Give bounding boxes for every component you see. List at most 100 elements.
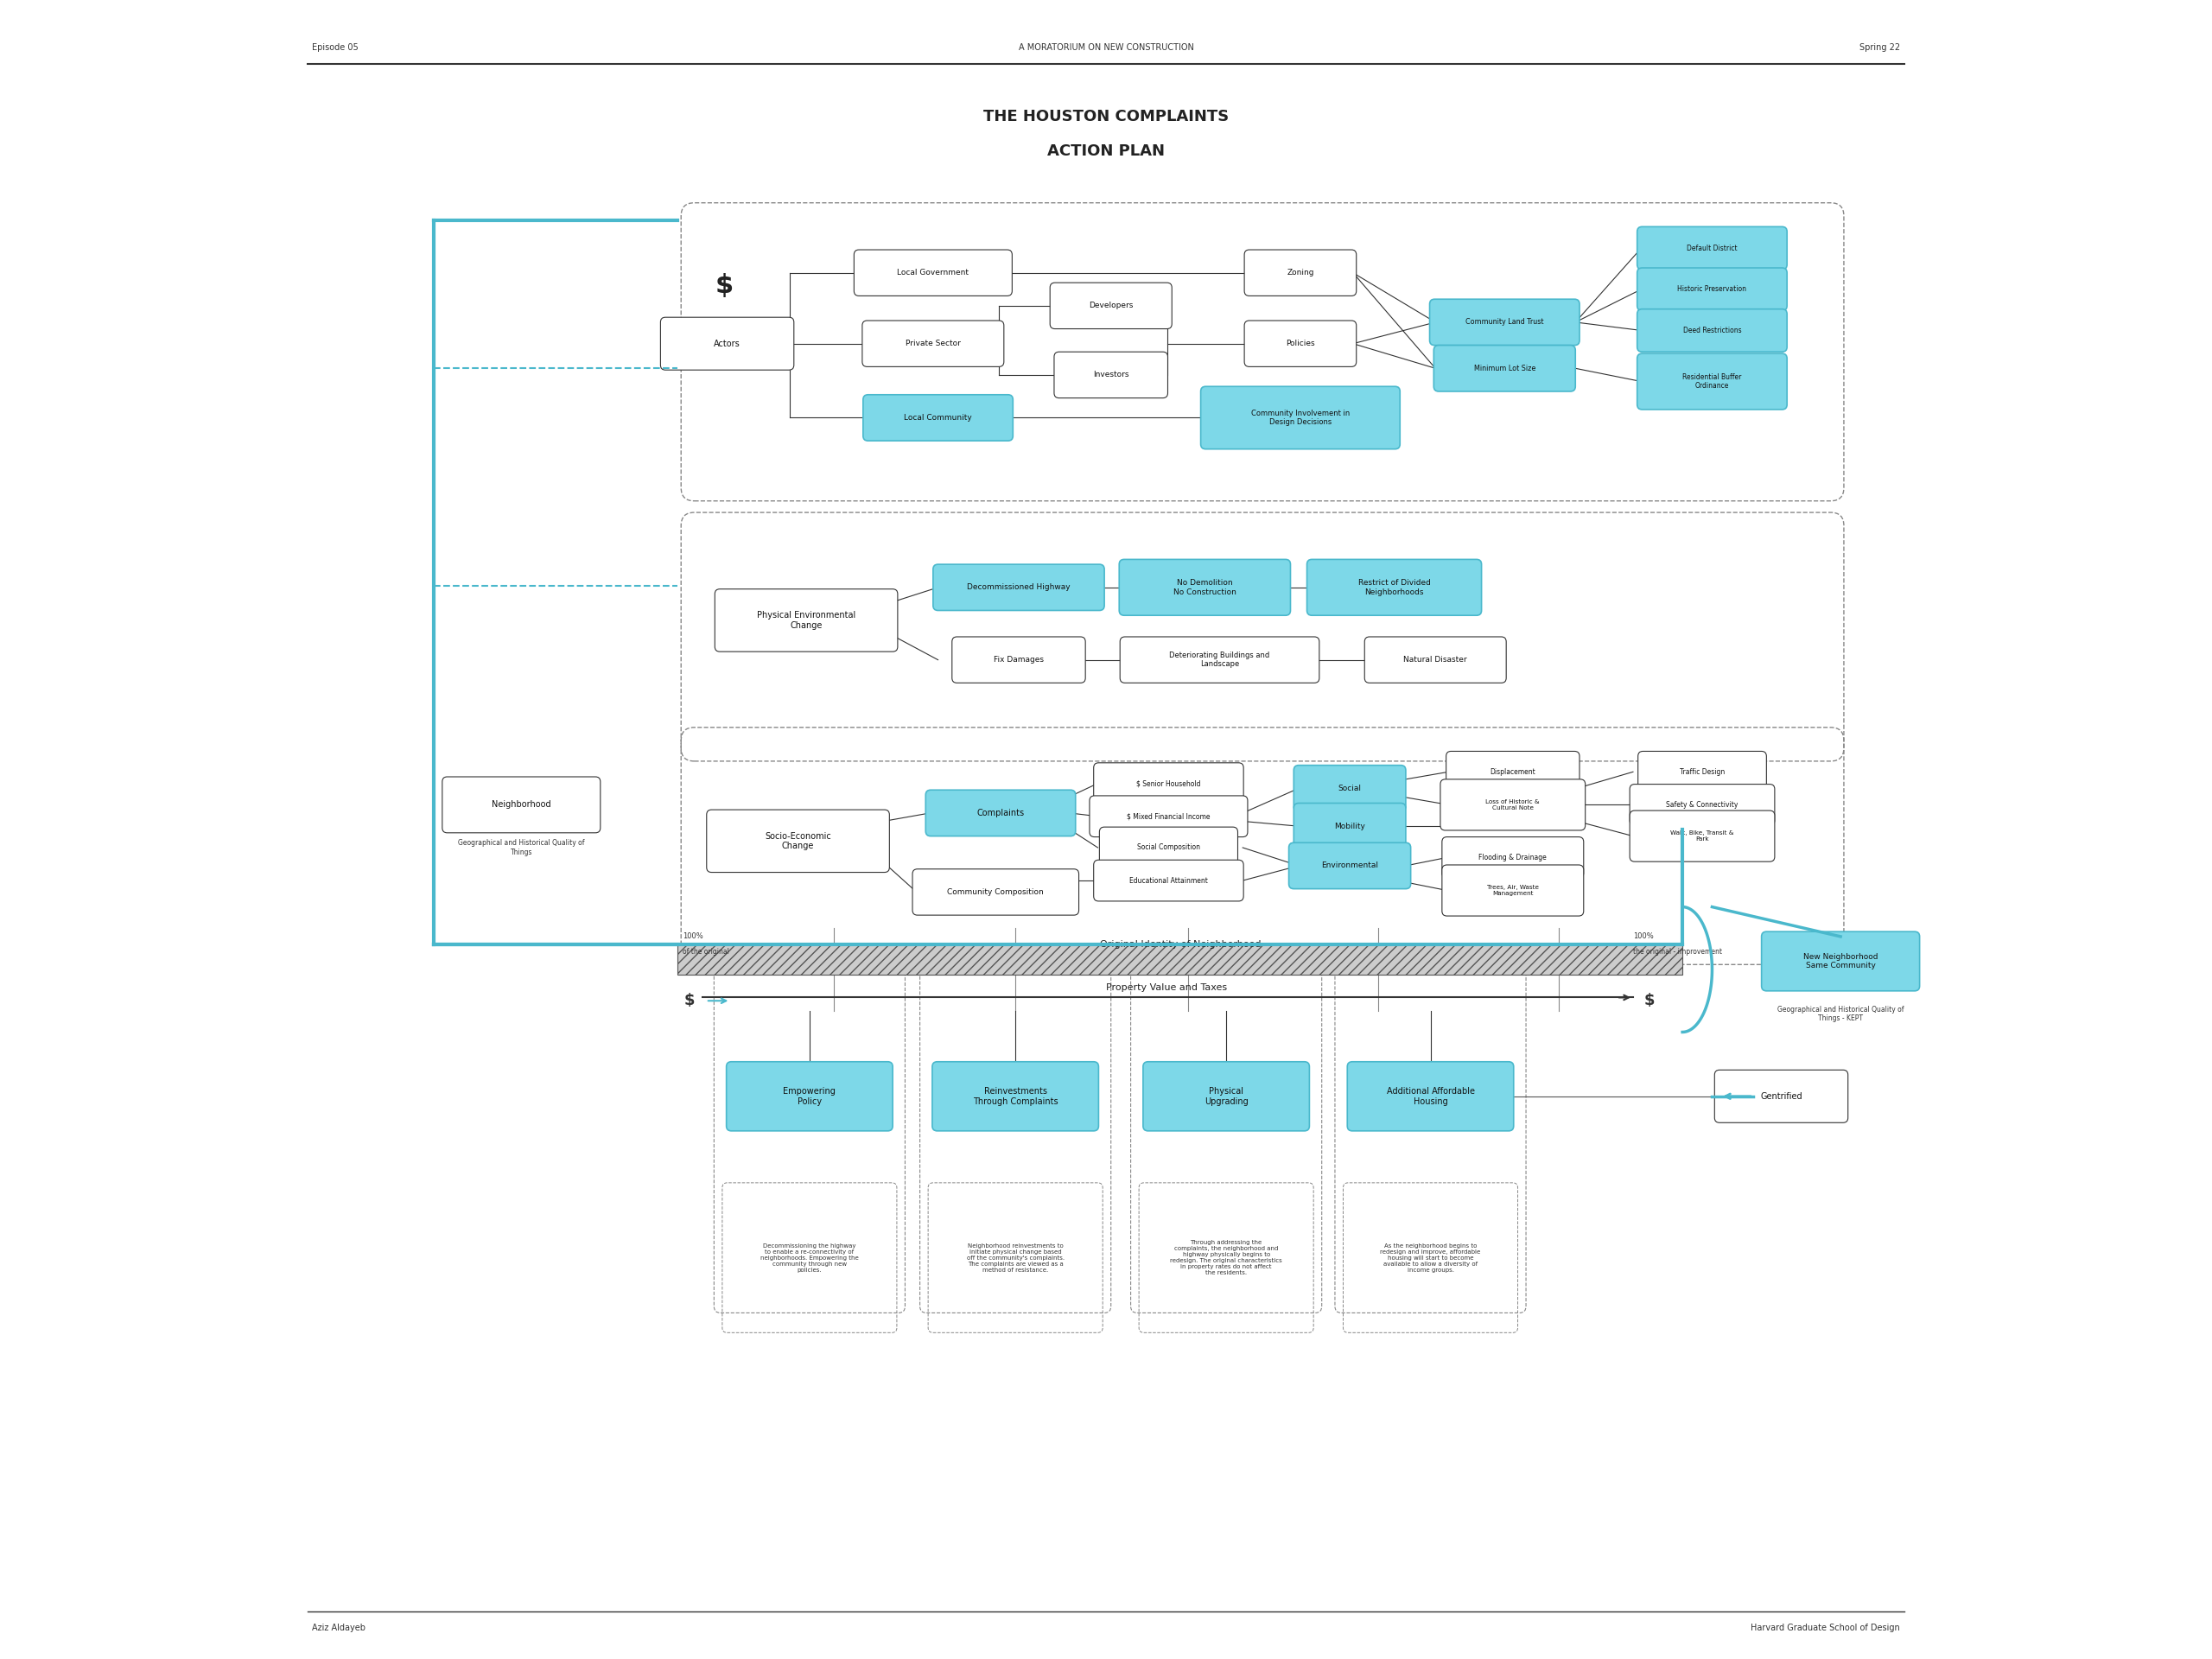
FancyBboxPatch shape (1245, 320, 1356, 367)
FancyBboxPatch shape (1433, 345, 1575, 392)
Text: Geographical and Historical Quality of
Things - KEPT: Geographical and Historical Quality of T… (1776, 1005, 1905, 1022)
FancyBboxPatch shape (1119, 637, 1318, 684)
Text: Local Community: Local Community (905, 413, 971, 421)
FancyBboxPatch shape (442, 776, 599, 833)
Text: Decommissioning the highway
to enable a re-connectivity of
neighborhoods. Empowe: Decommissioning the highway to enable a … (761, 1243, 858, 1272)
Text: Deed Restrictions: Deed Restrictions (1683, 327, 1741, 335)
Text: Gentrified: Gentrified (1761, 1092, 1803, 1100)
Text: $: $ (684, 994, 695, 1009)
Text: No Demolition
No Construction: No Demolition No Construction (1172, 579, 1237, 596)
FancyBboxPatch shape (1637, 309, 1787, 352)
FancyBboxPatch shape (726, 1062, 894, 1131)
FancyBboxPatch shape (1201, 387, 1400, 450)
FancyBboxPatch shape (1093, 859, 1243, 901)
Text: Harvard Graduate School of Design: Harvard Graduate School of Design (1750, 1624, 1900, 1632)
Text: Community Involvement in
Design Decisions: Community Involvement in Design Decision… (1252, 410, 1349, 426)
FancyBboxPatch shape (706, 810, 889, 873)
FancyBboxPatch shape (1119, 559, 1290, 615)
FancyBboxPatch shape (1630, 785, 1774, 826)
Text: Property Value and Taxes: Property Value and Taxes (1106, 984, 1228, 992)
Text: Community Composition: Community Composition (947, 888, 1044, 896)
Text: Deteriorating Buildings and
Landscape: Deteriorating Buildings and Landscape (1170, 652, 1270, 669)
Text: ACTION PLAN: ACTION PLAN (1046, 143, 1166, 159)
FancyBboxPatch shape (931, 1062, 1099, 1131)
FancyBboxPatch shape (677, 944, 1683, 974)
FancyBboxPatch shape (854, 251, 1013, 295)
FancyBboxPatch shape (1429, 299, 1579, 345)
Text: Walk, Bike, Transit &
Park: Walk, Bike, Transit & Park (1670, 831, 1734, 841)
FancyBboxPatch shape (1447, 752, 1579, 793)
Text: Geographical and Historical Quality of
Things: Geographical and Historical Quality of T… (458, 839, 584, 856)
Text: 100%: 100% (684, 932, 703, 941)
FancyBboxPatch shape (1093, 763, 1243, 805)
Text: Developers: Developers (1088, 302, 1133, 310)
Text: Community Land Trust: Community Land Trust (1467, 319, 1544, 327)
Text: Original Identity of Neighborhood: Original Identity of Neighborhood (1099, 941, 1261, 949)
Text: $: $ (1644, 994, 1655, 1009)
Text: 100%: 100% (1632, 932, 1655, 941)
Text: Decommissioned Highway: Decommissioned Highway (967, 584, 1071, 591)
Text: Aziz Aldayeb: Aziz Aldayeb (312, 1624, 365, 1632)
Text: Safety & Connectivity: Safety & Connectivity (1666, 801, 1739, 808)
FancyBboxPatch shape (1055, 352, 1168, 398)
Text: Restrict of Divided
Neighborhoods: Restrict of Divided Neighborhoods (1358, 579, 1431, 596)
FancyBboxPatch shape (863, 320, 1004, 367)
Text: Environmental: Environmental (1321, 861, 1378, 869)
Text: Default District: Default District (1688, 244, 1736, 252)
Text: Trees, Air, Waste
Management: Trees, Air, Waste Management (1486, 884, 1540, 896)
Text: New Neighborhood
Same Community: New Neighborhood Same Community (1803, 952, 1878, 969)
Text: Zoning: Zoning (1287, 269, 1314, 277)
FancyBboxPatch shape (914, 869, 1079, 916)
Text: Episode 05: Episode 05 (312, 43, 358, 51)
Text: Minimum Lot Size: Minimum Lot Size (1473, 365, 1535, 372)
FancyBboxPatch shape (1761, 932, 1920, 990)
Text: Through addressing the
complaints, the neighborhood and
highway physically begin: Through addressing the complaints, the n… (1170, 1239, 1283, 1276)
FancyBboxPatch shape (933, 564, 1104, 611)
Text: Displacement: Displacement (1491, 768, 1535, 776)
FancyBboxPatch shape (1091, 796, 1248, 836)
FancyBboxPatch shape (661, 317, 794, 370)
Text: Social Composition: Social Composition (1137, 844, 1201, 851)
FancyBboxPatch shape (1637, 752, 1767, 793)
Text: Actors: Actors (714, 340, 741, 348)
Text: Policies: Policies (1285, 340, 1314, 347)
FancyBboxPatch shape (1630, 811, 1774, 861)
FancyBboxPatch shape (1637, 267, 1787, 310)
Text: Natural Disaster: Natural Disaster (1405, 655, 1467, 664)
FancyBboxPatch shape (1294, 765, 1407, 811)
Text: $ Senior Household: $ Senior Household (1137, 780, 1201, 788)
Text: Investors: Investors (1093, 372, 1128, 378)
Text: Socio-Economic
Change: Socio-Economic Change (765, 831, 832, 851)
Text: Neighborhood: Neighborhood (491, 801, 551, 810)
FancyBboxPatch shape (1440, 780, 1586, 830)
FancyBboxPatch shape (951, 637, 1086, 684)
FancyBboxPatch shape (925, 790, 1075, 836)
Text: THE HOUSTON COMPLAINTS: THE HOUSTON COMPLAINTS (982, 108, 1230, 124)
Text: Private Sector: Private Sector (905, 340, 960, 347)
FancyBboxPatch shape (863, 395, 1013, 441)
Text: Empowering
Policy: Empowering Policy (783, 1087, 836, 1105)
FancyBboxPatch shape (1144, 1062, 1310, 1131)
Text: Physical
Upgrading: Physical Upgrading (1203, 1087, 1248, 1105)
Text: Social: Social (1338, 785, 1360, 793)
FancyBboxPatch shape (1714, 1070, 1847, 1123)
FancyBboxPatch shape (1637, 227, 1787, 269)
Text: Fix Damages: Fix Damages (993, 655, 1044, 664)
FancyBboxPatch shape (1307, 559, 1482, 615)
Text: the original - improvement: the original - improvement (1632, 947, 1721, 956)
FancyBboxPatch shape (1442, 864, 1584, 916)
Text: Local Government: Local Government (898, 269, 969, 277)
FancyBboxPatch shape (714, 589, 898, 652)
FancyBboxPatch shape (1637, 353, 1787, 410)
Text: Traffic Design: Traffic Design (1679, 768, 1725, 776)
FancyBboxPatch shape (1365, 637, 1506, 684)
Text: of the original: of the original (684, 947, 730, 956)
Text: Reinvestments
Through Complaints: Reinvestments Through Complaints (973, 1087, 1057, 1105)
Text: Loss of Historic &
Cultural Note: Loss of Historic & Cultural Note (1486, 800, 1540, 810)
Text: $: $ (714, 274, 732, 299)
Text: Physical Environmental
Change: Physical Environmental Change (757, 611, 856, 630)
FancyBboxPatch shape (1347, 1062, 1513, 1131)
Text: $ Mixed Financial Income: $ Mixed Financial Income (1126, 813, 1210, 820)
Text: Historic Preservation: Historic Preservation (1677, 285, 1747, 294)
FancyBboxPatch shape (1442, 836, 1584, 878)
